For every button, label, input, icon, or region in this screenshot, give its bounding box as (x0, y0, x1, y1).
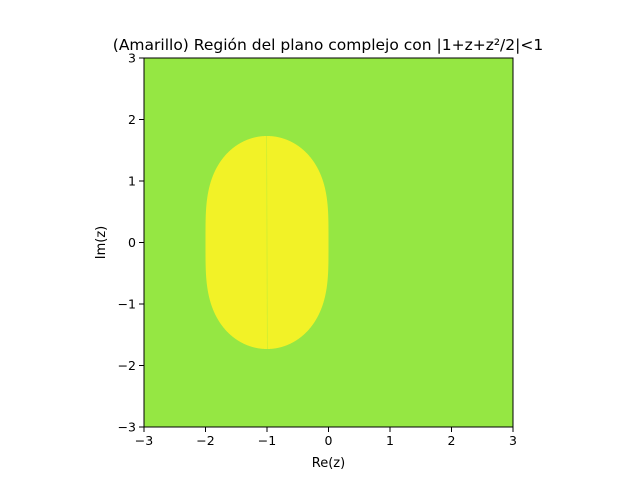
x-tick-label: 1 (386, 433, 394, 448)
y-tick-label: 3 (128, 51, 136, 66)
x-axis-ticks: −3 −2 −1 0 1 2 3 (135, 427, 517, 448)
chart-title: (Amarillo) Región del plano complejo con… (113, 36, 543, 54)
plot-area (143, 57, 514, 428)
x-tick-label: −2 (196, 433, 214, 448)
y-tick-label: 0 (128, 235, 136, 250)
y-tick-label: 2 (128, 112, 136, 127)
y-tick-label: 1 (128, 174, 136, 189)
x-tick-label: −1 (258, 433, 276, 448)
x-tick-label: 2 (448, 433, 456, 448)
y-axis-label: Im(z) (94, 226, 109, 259)
inside-region (205, 135, 329, 350)
y-tick-label: −2 (118, 358, 136, 373)
y-axis-ticks: −3 −2 −1 0 1 2 3 (118, 51, 144, 435)
x-axis-label: Re(z) (312, 456, 345, 471)
y-tick-label: −3 (118, 420, 136, 435)
x-tick-label: −3 (135, 433, 153, 448)
y-tick-label: −1 (118, 297, 136, 312)
x-tick-label: 0 (325, 433, 333, 448)
x-tick-label: 3 (509, 433, 517, 448)
